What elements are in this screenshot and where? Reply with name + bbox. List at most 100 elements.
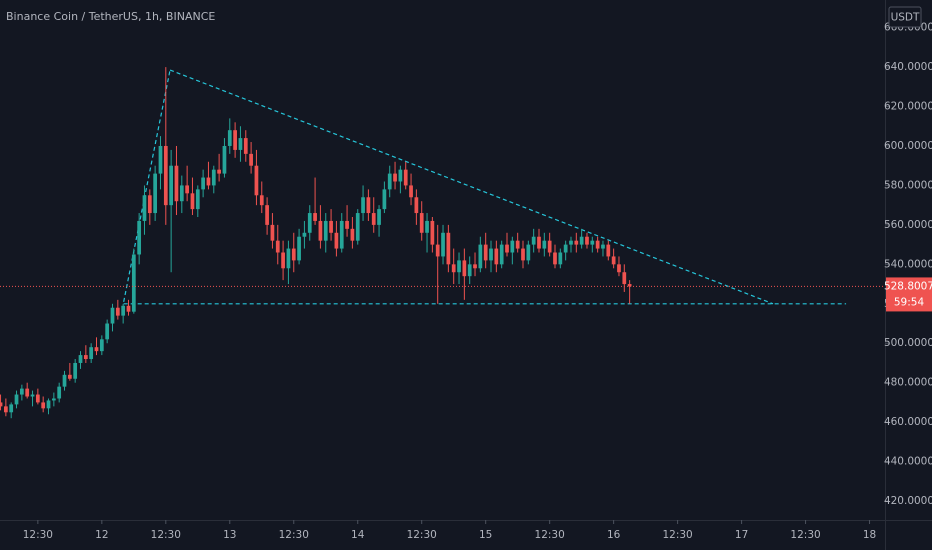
candle-body: [158, 145, 163, 174]
candle-body: [153, 173, 158, 214]
candle-body: [211, 169, 216, 186]
candle-body: [601, 244, 605, 249]
candle-body: [478, 244, 483, 269]
candle-body: [291, 248, 296, 261]
candle-body: [147, 195, 152, 214]
candle-body: [398, 169, 403, 182]
candle-body: [201, 177, 205, 190]
candle-body: [270, 224, 275, 241]
candle-body: [302, 232, 307, 237]
candle-body: [121, 305, 126, 316]
x-tick-label: 15: [479, 529, 492, 541]
candle-body: [403, 169, 408, 186]
candle-body: [531, 236, 536, 245]
candle-body: [510, 240, 515, 253]
candle-body: [126, 305, 131, 312]
candle-body: [558, 252, 563, 265]
candle-body: [62, 374, 67, 387]
candle-body: [163, 145, 168, 206]
y-tick-label: 560.0000: [884, 219, 932, 231]
x-tick-label: 12:30: [279, 529, 309, 541]
candle-body: [78, 355, 83, 363]
candle-body: [579, 236, 584, 245]
currency-label: USDT: [891, 12, 920, 24]
candle-body: [323, 220, 328, 241]
candle-body: [537, 236, 541, 249]
candle-body: [611, 256, 616, 265]
candle-body: [67, 374, 72, 379]
candle-body: [542, 240, 547, 249]
x-tick-label: 12: [95, 529, 108, 541]
candle-body: [515, 240, 520, 249]
x-tick-label: 16: [607, 529, 621, 541]
y-tick-label: 420.0000: [884, 495, 932, 507]
x-tick-label: 12:30: [535, 529, 565, 541]
y-tick-label: 480.0000: [884, 377, 932, 389]
candle-body: [35, 394, 40, 403]
candle-body: [41, 402, 46, 409]
x-tick-label: 17: [735, 529, 748, 541]
candle-body: [414, 197, 419, 214]
candle-body: [505, 244, 509, 253]
candle-body: [115, 307, 120, 316]
candle-body: [185, 185, 189, 194]
y-tick-label: 500.0000: [884, 337, 932, 349]
candle-body: [233, 130, 237, 150]
candle-body: [94, 347, 99, 352]
candle-body: [217, 169, 221, 174]
candle-body: [387, 173, 392, 190]
candle-body: [606, 244, 611, 257]
chart-title: Binance Coin / TetherUS, 1h, BINANCE: [6, 10, 215, 23]
candle-body: [547, 240, 552, 253]
candle-body: [131, 254, 136, 312]
candle-body: [195, 189, 200, 210]
candle-body: [0, 402, 3, 407]
candle-body: [318, 220, 323, 241]
candle-body: [57, 386, 62, 399]
candle-body: [526, 244, 531, 261]
candle-body: [249, 153, 253, 166]
candle-body: [473, 264, 477, 269]
candle-body: [83, 355, 88, 360]
candle-body: [142, 195, 147, 221]
candle-body: [595, 240, 600, 249]
x-tick-label: 14: [351, 529, 365, 541]
candle-body: [622, 272, 627, 285]
y-tick-label: 540.0000: [884, 258, 932, 270]
candle-body: [563, 244, 568, 253]
candle-body: [430, 220, 435, 245]
candle-body: [286, 248, 291, 269]
countdown-label: 59:54: [894, 296, 925, 308]
y-tick-label: 440.0000: [884, 456, 932, 468]
candle-body: [254, 165, 259, 196]
candle-body: [51, 398, 56, 401]
candle-body: [627, 284, 632, 287]
candle-body: [350, 228, 355, 241]
candle-body: [585, 236, 589, 245]
x-tick-label: 18: [863, 529, 876, 541]
candle-body: [553, 252, 557, 265]
y-tick-label: 600.0000: [884, 140, 932, 152]
y-tick-label: 620.0000: [884, 101, 932, 113]
candle-body: [174, 165, 179, 202]
candle-body: [30, 394, 35, 397]
candle-body: [14, 394, 19, 405]
candle-body: [617, 264, 621, 273]
candle-body: [307, 213, 312, 233]
candle-body: [366, 197, 371, 214]
candle-body: [339, 220, 344, 249]
candle-body: [489, 248, 493, 261]
candle-body: [462, 260, 467, 277]
x-tick-label: 12:30: [662, 529, 692, 541]
candle-body: [345, 220, 349, 229]
candle-body: [361, 197, 365, 214]
candle-body: [179, 185, 184, 202]
candle-body: [297, 236, 301, 261]
candle-body: [574, 240, 579, 245]
candle-body: [259, 195, 264, 206]
candle-body: [243, 138, 248, 154]
candle-body: [382, 189, 387, 210]
x-tick-label: 12:30: [151, 529, 181, 541]
last-price-label: 528.8007: [884, 280, 932, 292]
